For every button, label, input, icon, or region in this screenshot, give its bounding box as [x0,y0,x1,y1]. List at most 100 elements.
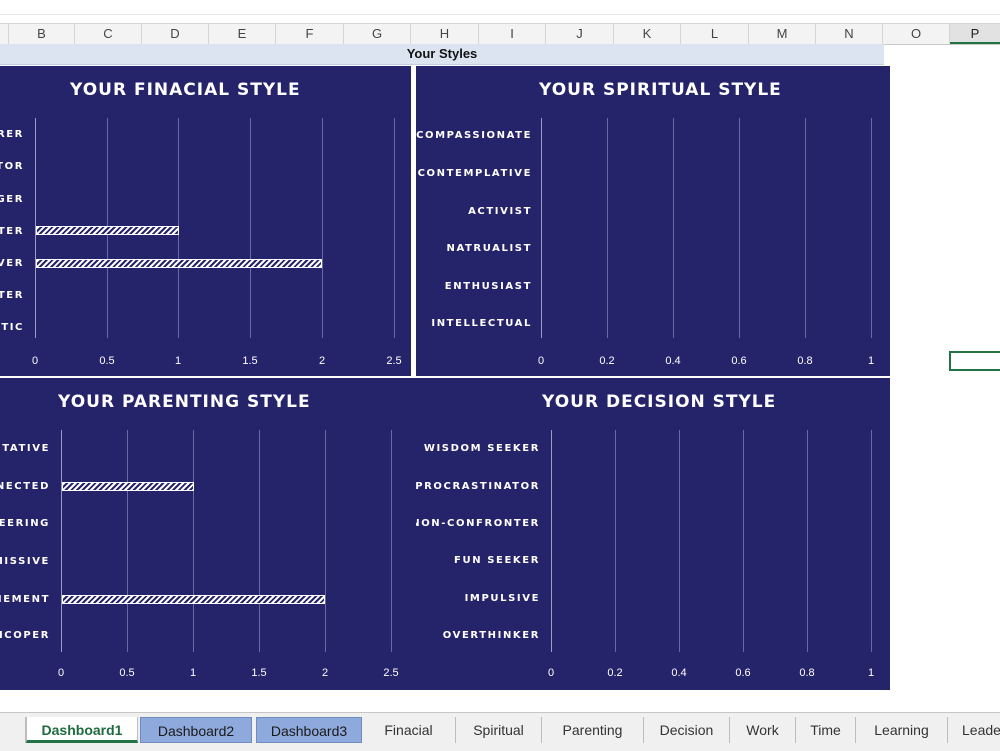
gridline [391,430,392,652]
category-label: TIC [1,322,24,333]
column-header-d[interactable]: D [142,24,209,44]
tick-label: 0.8 [797,355,813,367]
tick-label: 0 [537,355,545,367]
tick-label: 0.5 [119,667,135,679]
tab-work[interactable]: Work [730,717,796,743]
gridline [871,118,872,338]
category-label: TER [0,290,24,301]
category-label: LICOPER [0,630,50,641]
bar-financial[interactable] [36,226,180,235]
chart-title: YOUR SPIRITUAL STYLE [539,80,782,100]
column-header-p[interactable]: P [950,24,1000,44]
column-header-k[interactable]: K [614,24,681,44]
column-header-h[interactable]: H [411,24,479,44]
tick-label: 2.5 [383,667,399,679]
gridline [807,430,808,652]
gridline [805,118,806,338]
column-header-l[interactable]: L [681,24,749,44]
chart-decision[interactable]: YOUR DECISION STYLE WISDOM SEEKER PROCRA… [416,378,890,690]
gridline [394,118,395,338]
bar-parenting[interactable] [62,482,194,491]
tick-label: 1 [189,667,197,679]
category-label: IMPULSIVE [464,593,540,604]
gridline [259,430,260,652]
column-header-e[interactable]: E [209,24,276,44]
tick-label: 0 [57,667,65,679]
tick-label: 2 [318,355,326,367]
column-header-m[interactable]: M [749,24,816,44]
gridline [322,118,323,338]
tab-time[interactable]: Time [796,717,856,743]
column-header-n[interactable]: N [816,24,883,44]
tick-label: 0 [547,667,555,679]
axis-line [551,430,552,652]
tick-label: 1 [867,355,875,367]
tick-label: 0.4 [671,667,687,679]
chart-financial[interactable]: YOUR FINACIAL STYLE RER TOR GER TER VER … [0,66,411,376]
column-header-c[interactable]: C [75,24,142,44]
bar-financial[interactable] [36,259,323,268]
column-header-i[interactable]: I [479,24,546,44]
tick-label: 0.2 [599,355,615,367]
bar-parenting[interactable] [62,595,326,604]
category-label: TER [0,226,24,237]
tick-label: 2 [321,667,329,679]
axis-line [541,118,542,338]
category-label: FUN SEEKER [454,555,540,566]
tick-label: 0.6 [735,667,751,679]
selected-cell[interactable] [949,351,1000,371]
category-label: NATRUALIST [446,243,532,254]
gridline [679,430,680,652]
category-label: ITATIVE [0,443,50,454]
tab-spiritual[interactable]: Spiritual [456,717,542,743]
category-label: ACTIVIST [468,206,532,217]
category-label: EERING [0,518,50,529]
category-label: CONTEMPLATIVE [417,168,532,179]
category-label: GER [0,194,24,205]
tick-label: 0.2 [607,667,623,679]
gridline [739,118,740,338]
your-styles-banner: Your Styles [0,44,884,65]
axis-line [61,430,62,652]
tick-label: 1 [867,667,875,679]
tick-label: 0 [31,355,39,367]
category-label: NON-CONFRONTER [416,518,540,529]
tick-label: 0.4 [665,355,681,367]
tab-dashboard3[interactable]: Dashboard3 [256,717,362,743]
column-headers: B C D E F G H I J K L M N O P [0,23,1000,45]
category-label: COMPASSIONATE [416,130,532,141]
gridline [325,430,326,652]
ribbon-edge [0,0,1000,15]
chart-parenting[interactable]: YOUR PARENTING STYLE ITATIVE NECTED EERI… [0,378,418,690]
tab-dashboard1[interactable]: Dashboard1 [26,717,138,743]
column-header-partial[interactable] [0,24,9,44]
category-label: ENTHUSIAST [444,281,532,292]
tab-parenting[interactable]: Parenting [542,717,644,743]
tick-label: 1 [174,355,182,367]
tick-label: 0.8 [799,667,815,679]
gridline [673,118,674,338]
category-label: NECTED [0,481,50,492]
column-header-b[interactable]: B [9,24,75,44]
chart-spiritual[interactable]: YOUR SPIRITUAL STYLE COMPASSIONATE CONTE… [416,66,890,376]
category-label: VER [0,258,24,269]
tab-finacial[interactable]: Finacial [362,717,456,743]
column-header-f[interactable]: F [276,24,344,44]
column-header-j[interactable]: J [546,24,614,44]
axis-line [35,118,36,338]
empty-cells [890,64,1000,704]
column-header-o[interactable]: O [883,24,950,44]
chart-title: YOUR FINACIAL STYLE [70,80,301,100]
tick-label: 0.5 [99,355,115,367]
gridline [250,118,251,338]
gridline [743,430,744,652]
tab-leade[interactable]: Leade [962,722,1000,738]
tab-learning[interactable]: Learning [856,717,948,743]
tab-scroll-edge[interactable] [0,717,26,743]
gridline [871,430,872,652]
category-label: HEMENT [0,594,50,605]
tab-decision[interactable]: Decision [644,717,730,743]
tab-dashboard2[interactable]: Dashboard2 [140,717,252,743]
column-header-g[interactable]: G [344,24,411,44]
category-label: WISDOM SEEKER [423,443,540,454]
